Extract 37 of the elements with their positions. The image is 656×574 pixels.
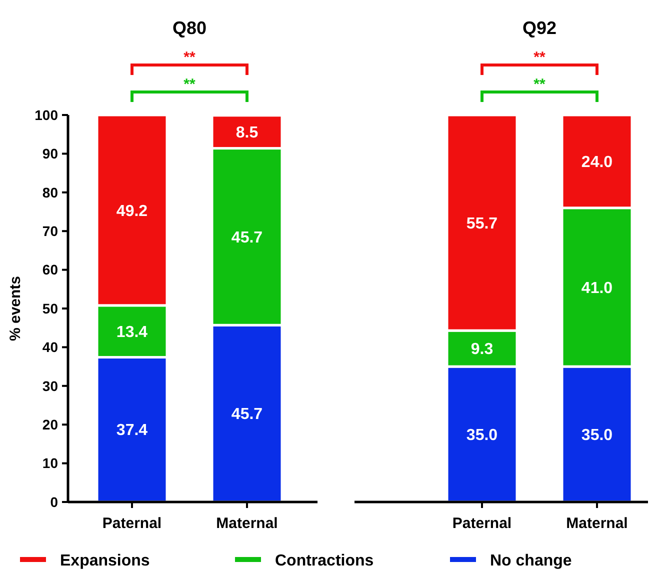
y-tick-label: 100 bbox=[34, 106, 58, 123]
x-tick-label: Maternal bbox=[566, 515, 628, 532]
x-tick-label: Paternal bbox=[452, 515, 512, 532]
legend-label: Contractions bbox=[275, 552, 374, 570]
y-tick-label: 90 bbox=[42, 146, 58, 162]
data-label: 45.7 bbox=[231, 229, 263, 246]
y-tick-label: 10 bbox=[42, 455, 58, 472]
y-tick-label: 30 bbox=[42, 378, 58, 394]
chart-title: Q92 bbox=[522, 18, 557, 38]
y-tick-label: 40 bbox=[42, 339, 58, 356]
y-axis-title: % events bbox=[7, 276, 24, 342]
x-tick-label: Paternal bbox=[102, 515, 162, 532]
text: ** bbox=[534, 49, 546, 66]
data-label: 8.5 bbox=[236, 124, 258, 142]
y-tick-label: 20 bbox=[42, 416, 58, 432]
y-tick-label: 70 bbox=[42, 223, 58, 239]
data-label: 49.2 bbox=[116, 202, 148, 220]
data-label: 24.0 bbox=[581, 154, 613, 172]
data-label: 35.0 bbox=[581, 426, 613, 444]
data-label: 9.3 bbox=[470, 341, 494, 358]
x-tick-label: Maternal bbox=[216, 515, 278, 532]
data-label: 55.7 bbox=[466, 215, 498, 232]
chart-title: Q80 bbox=[172, 18, 207, 38]
data-label: 35.0 bbox=[466, 426, 498, 444]
text: ** bbox=[184, 49, 196, 66]
data-label: 41.0 bbox=[581, 280, 613, 297]
y-tick-label: 80 bbox=[42, 184, 58, 200]
text: ** bbox=[184, 76, 196, 93]
y-tick-label: 50 bbox=[42, 300, 58, 316]
y-tick-label: 0 bbox=[50, 494, 58, 510]
y-tick-label: 60 bbox=[42, 262, 58, 278]
data-label: 45.7 bbox=[231, 406, 263, 424]
legend-label: Expansions bbox=[60, 552, 150, 570]
legend-label: No change bbox=[490, 552, 572, 570]
data-label: 13.4 bbox=[116, 324, 148, 341]
data-label: 37.4 bbox=[116, 422, 148, 440]
text: ** bbox=[534, 76, 546, 93]
